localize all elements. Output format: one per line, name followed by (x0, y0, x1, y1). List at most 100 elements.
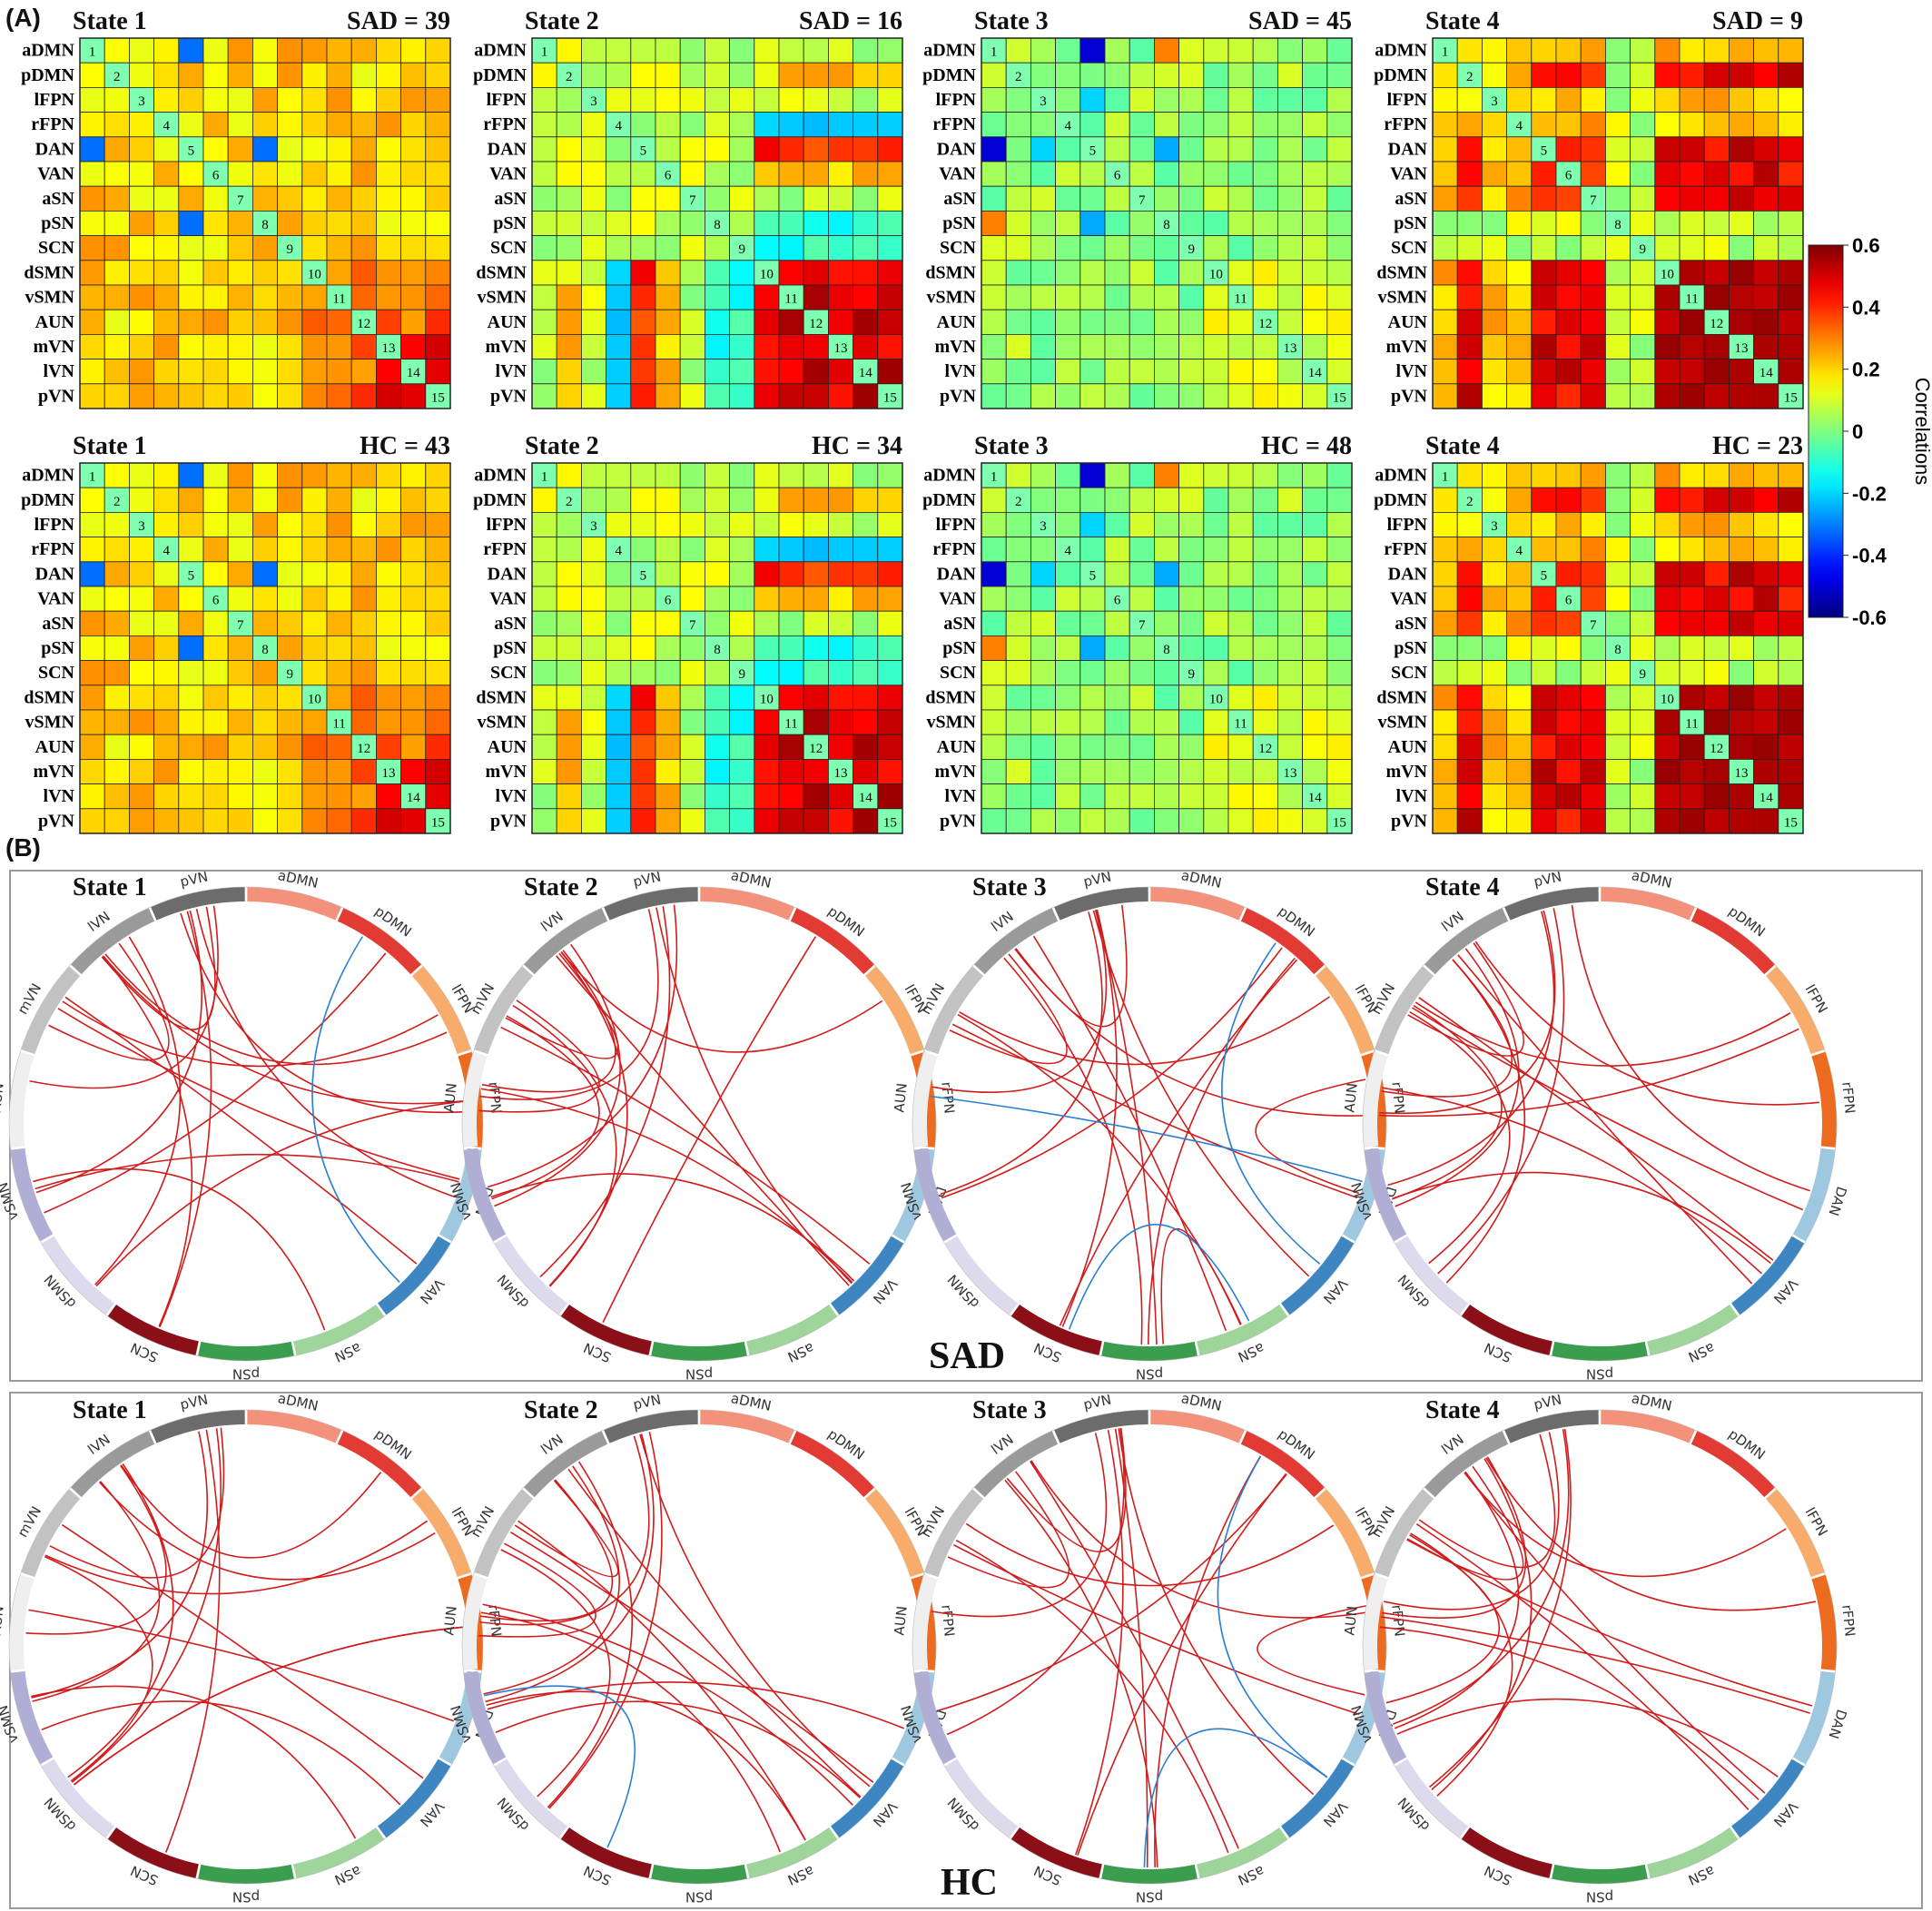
matrix-cell (853, 112, 879, 138)
matrix-cell (655, 210, 681, 236)
matrix-cell (301, 87, 328, 113)
matrix-cell (1104, 136, 1130, 163)
positive-link (639, 1433, 871, 1788)
matrix-cell (1630, 136, 1656, 163)
matrix-state-title: State 3 (974, 432, 1049, 460)
network-segment (1281, 1236, 1355, 1315)
diagonal-index: 8 (1163, 218, 1170, 232)
matrix-row-label: lVN (1396, 361, 1428, 381)
network-label: pSN (1586, 1366, 1613, 1383)
matrix-cell (178, 660, 204, 686)
panel-a-label: (A) (5, 4, 41, 32)
matrix-cell (425, 37, 451, 64)
matrix-cell (251, 383, 278, 409)
matrix-row-label: lFPN (487, 90, 527, 110)
matrix-cell (729, 112, 755, 138)
matrix-row-label: pSN (942, 213, 976, 233)
diagonal-index: 1 (541, 45, 548, 60)
network-segment (70, 908, 155, 975)
network-segment (10, 1148, 54, 1242)
matrix-cell (1079, 161, 1106, 187)
matrix-row-label: lVN (945, 361, 977, 381)
diagonal-index: 15 (431, 390, 445, 405)
matrix-cell (1703, 260, 1730, 286)
matrix-cell (877, 112, 903, 138)
matrix-cell (1654, 185, 1681, 212)
matrix-cell (1104, 235, 1130, 261)
matrix-cell (1630, 235, 1656, 261)
matrix-cell (1679, 161, 1705, 187)
matrix-cell (853, 161, 879, 187)
network-label: DAN (1825, 1708, 1849, 1741)
matrix-cell (1055, 260, 1081, 286)
matrix-cell (1005, 260, 1031, 286)
matrix-cell (178, 561, 204, 587)
network-segment (1101, 1341, 1198, 1361)
matrix-cell (1753, 359, 1779, 385)
matrix-row-label: DAN (35, 564, 75, 584)
network-label: pVN (1533, 1391, 1563, 1413)
matrix-cell (153, 136, 180, 163)
positive-link (73, 1626, 467, 1786)
network-label: aSN (332, 1862, 364, 1888)
diagonal-index: 14 (1760, 366, 1774, 380)
diagonal-index: 11 (1685, 292, 1698, 307)
matrix-cell (1203, 359, 1229, 385)
positive-link (1393, 1429, 1570, 1725)
matrix-cell (630, 333, 656, 360)
matrix-cell (581, 185, 607, 212)
matrix-cell (828, 112, 854, 138)
matrix-group-count: SAD = 9 (1712, 7, 1803, 35)
matrix-row-label: mVN (485, 337, 527, 357)
matrix-cell (1605, 333, 1631, 360)
matrix-cell (828, 309, 854, 335)
matrix-cell (1277, 284, 1304, 310)
matrix-cell (79, 537, 105, 563)
matrix-cell (1654, 359, 1681, 385)
matrix-row-label: AUN (488, 312, 527, 332)
diagonal-index: 14 (859, 366, 873, 380)
matrix-cell (1630, 62, 1656, 88)
matrix-row-label: aSN (943, 189, 976, 209)
matrix-cell (400, 260, 427, 286)
matrix-state-title: State 3 (974, 7, 1049, 35)
matrix-cell (606, 210, 632, 236)
matrix-row-label: aDMN (474, 41, 527, 61)
correlation-matrix: aDMN 1 pDMN 2 lFPN 3 rFPN 4 DAN 5 VAN 6 aSN 7 pSN 8 SCN 9… (1374, 37, 1804, 409)
matrix-cell (1227, 333, 1254, 360)
matrix-cell (153, 87, 180, 113)
network-label: pVN (1082, 1391, 1113, 1413)
network-segment (831, 1236, 904, 1315)
matrix-row-label: pDMN (1374, 65, 1427, 85)
matrix-cell (178, 136, 204, 163)
network-label: AUN (891, 1605, 910, 1636)
matrix-cell (153, 383, 180, 409)
matrix-cell (104, 487, 130, 513)
network-segment (1731, 1236, 1805, 1315)
diagonal-index: 5 (1541, 143, 1548, 158)
matrix-cell (1630, 185, 1656, 212)
matrix-cell (1753, 112, 1779, 138)
network-label: aDMN (729, 1390, 773, 1414)
matrix-cell (251, 260, 278, 286)
diagonal-index: 2 (113, 70, 121, 84)
matrix-cell (1630, 210, 1656, 236)
matrix-cell (1531, 235, 1557, 261)
matrix-cell (606, 333, 632, 360)
matrix-row-label: pVN (38, 386, 75, 406)
matrix-cell (1654, 210, 1681, 236)
matrix-cell (803, 161, 829, 187)
matrix-cell (350, 185, 377, 212)
matrix-cell (1753, 87, 1779, 113)
matrix-cell (1154, 62, 1180, 88)
matrix-cell (153, 112, 180, 138)
matrix-cell (1005, 37, 1031, 64)
network-label: aDMN (276, 1390, 320, 1414)
network-segment (1731, 1758, 1805, 1838)
matrix-cell (79, 284, 105, 310)
matrix-row-label: vSMN (25, 288, 75, 308)
positive-link (548, 1432, 663, 1809)
matrix-cell (981, 260, 1007, 286)
matrix-cell (778, 87, 804, 113)
matrix-row-label: pSN (41, 638, 74, 658)
